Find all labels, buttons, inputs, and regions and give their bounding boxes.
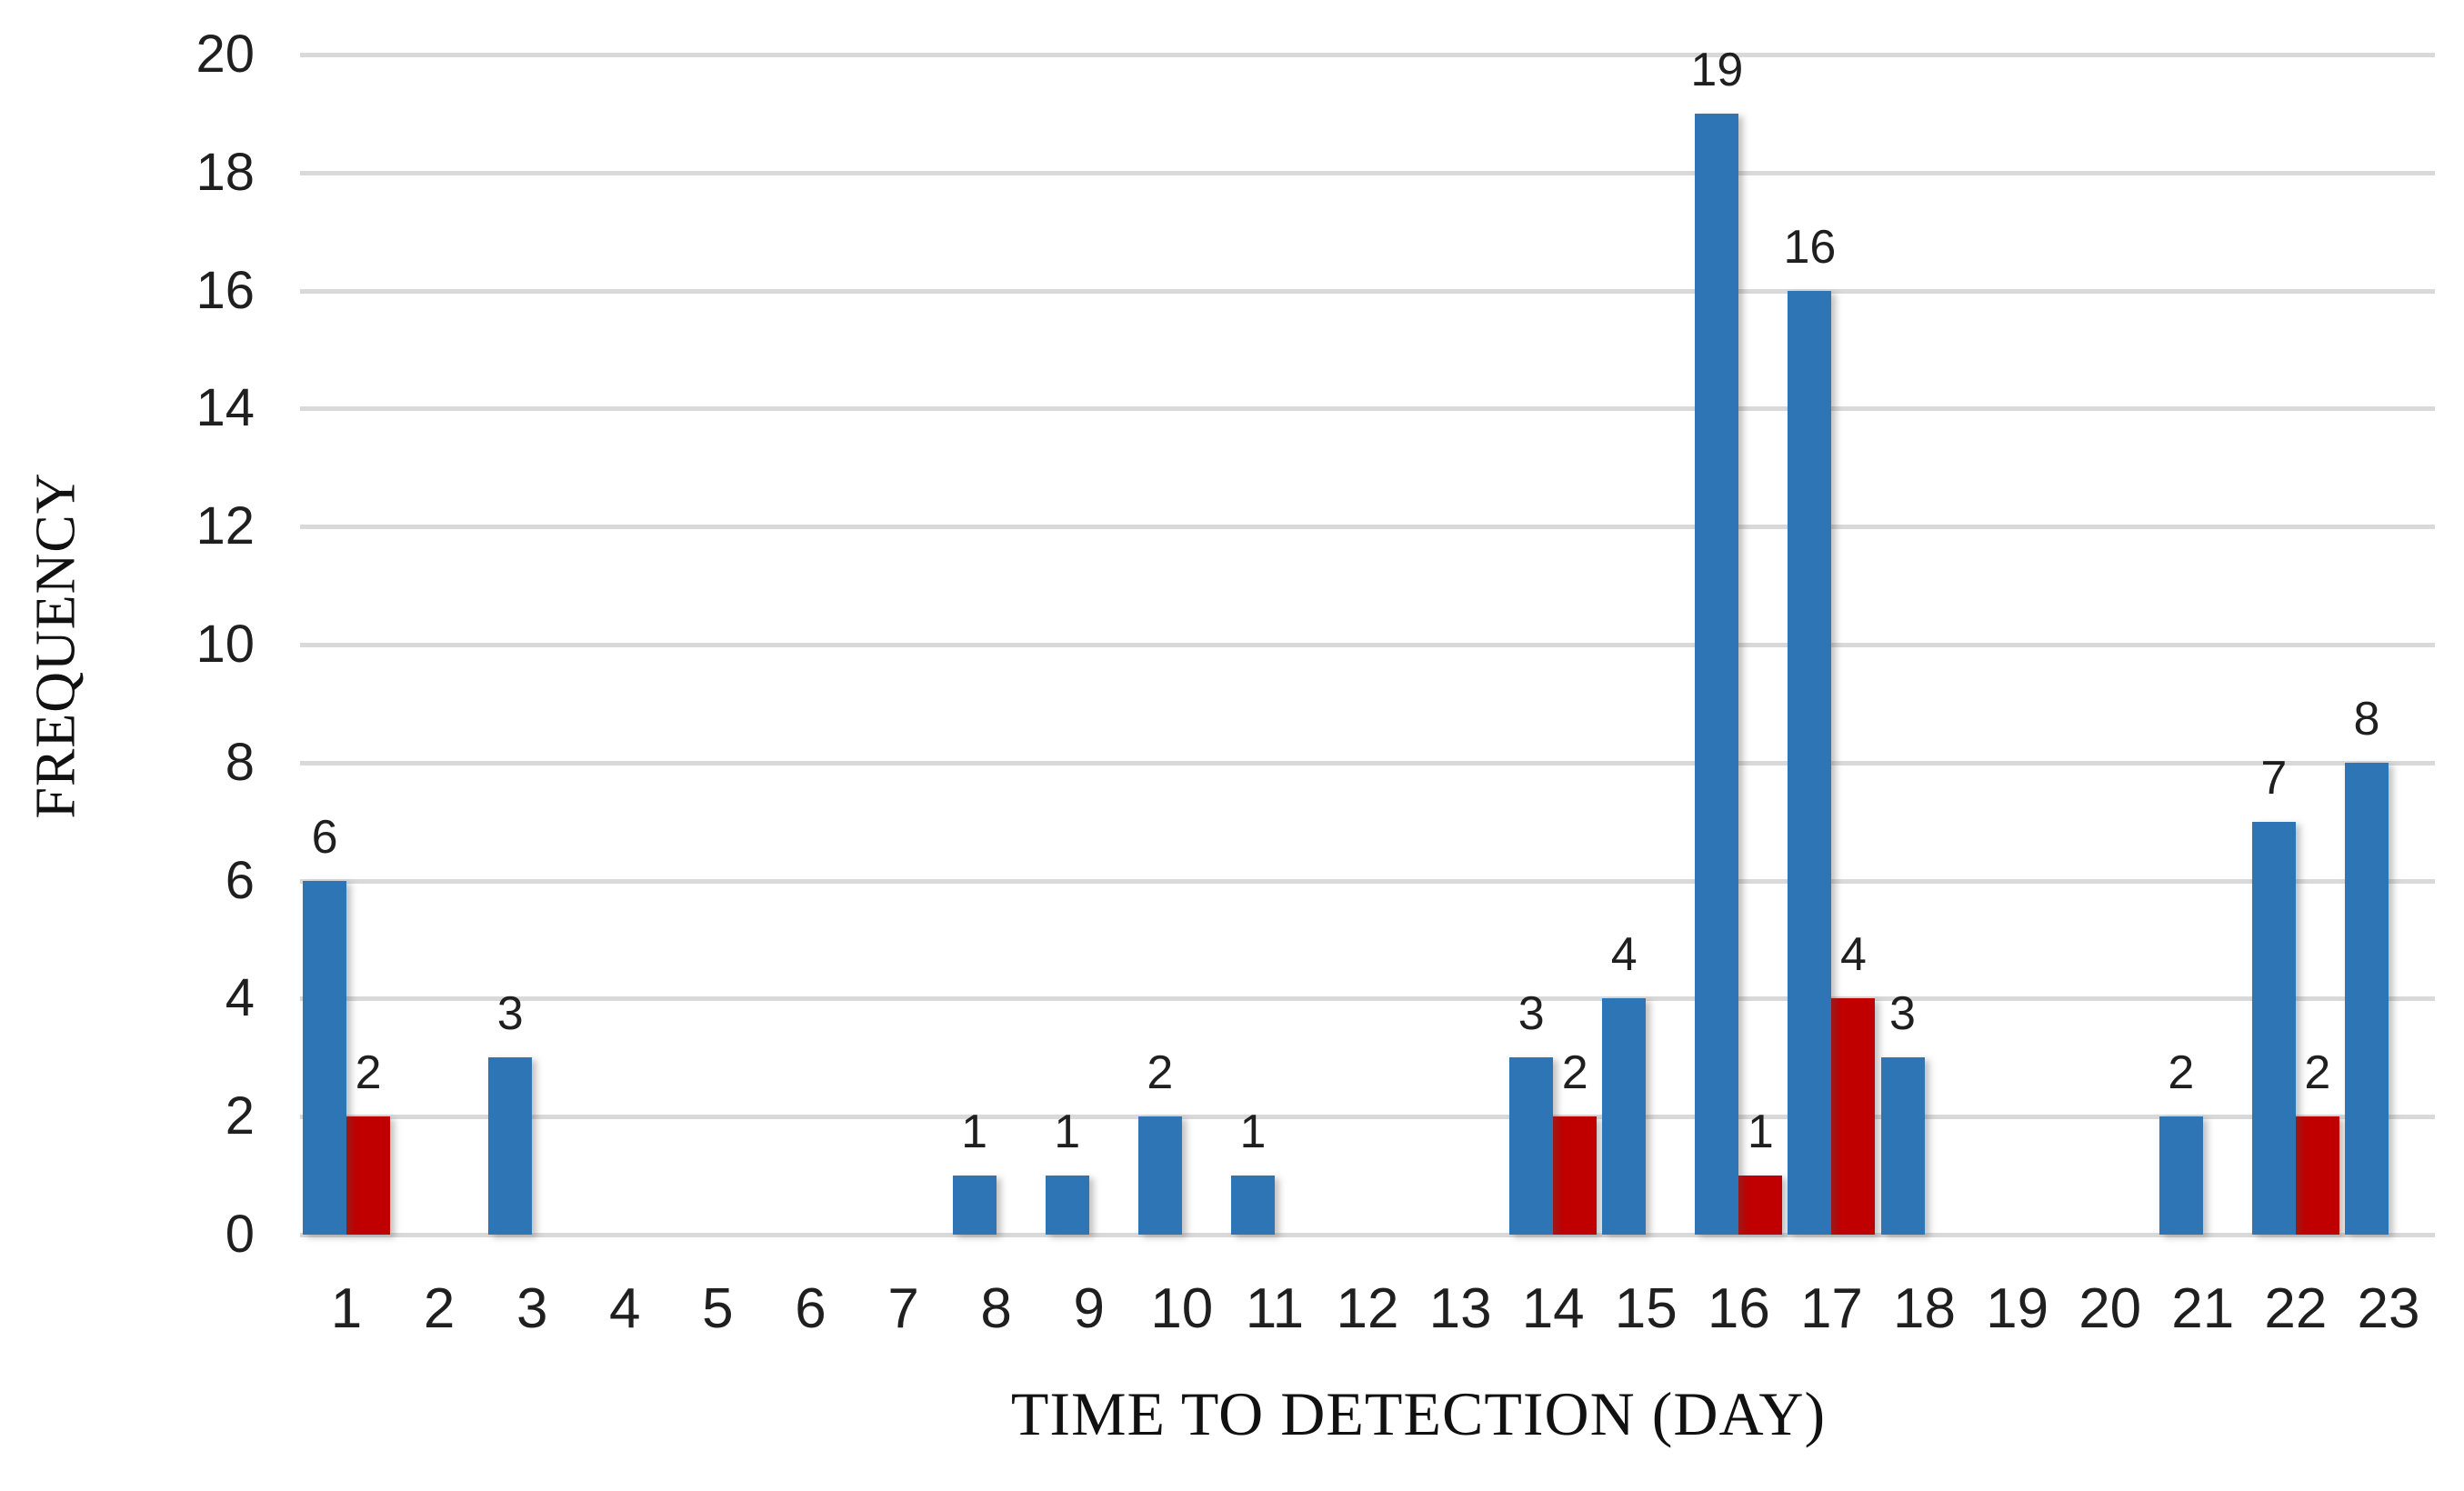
x-tick-label: 9 [1073, 1277, 1105, 1340]
bar-blue-day-8 [952, 1176, 997, 1235]
bar-red-day-16 [1738, 1176, 1783, 1235]
data-label: 2 [2304, 1046, 2331, 1100]
gridline [300, 878, 2435, 884]
bar-red-day-22 [2295, 1116, 2339, 1235]
x-tick-label: 10 [1150, 1277, 1214, 1340]
y-tick-label: 10 [195, 615, 255, 674]
bar-blue-day-18 [1880, 1057, 1925, 1235]
y-tick-label: 6 [225, 850, 255, 910]
x-tick-label: 21 [2171, 1277, 2235, 1340]
gridline [300, 406, 2435, 412]
x-tick-label: 16 [1707, 1277, 1770, 1340]
y-tick-label: 4 [225, 968, 255, 1028]
data-label: 2 [2168, 1046, 2195, 1100]
gridline [300, 288, 2435, 294]
x-tick-label: 14 [1521, 1277, 1585, 1340]
x-tick-label: 4 [609, 1277, 641, 1340]
data-label: 7 [2260, 751, 2288, 805]
data-label: 2 [1147, 1046, 1174, 1100]
x-tick-label: 7 [887, 1277, 919, 1340]
gridline [300, 760, 2435, 766]
data-label: 19 [1690, 43, 1744, 96]
gridline [300, 643, 2435, 647]
bar-blue-day-1 [303, 880, 347, 1235]
gridline [300, 525, 2435, 530]
data-label: 3 [1517, 987, 1545, 1041]
bar-red-day-1 [346, 1116, 391, 1235]
data-label: 8 [2353, 692, 2380, 746]
x-tick-label: 3 [516, 1277, 548, 1340]
bar-red-day-17 [1831, 998, 1876, 1235]
bar-blue-day-10 [1137, 1116, 1182, 1235]
bar-blue-day-11 [1230, 1176, 1275, 1235]
y-tick-label: 16 [195, 260, 255, 320]
gridline [300, 170, 2435, 175]
x-tick-label: 11 [1245, 1277, 1305, 1340]
gridline [300, 1233, 2435, 1237]
data-label: 1 [1747, 1106, 1774, 1159]
x-tick-label: 20 [2078, 1277, 2142, 1340]
bar-blue-day-9 [1045, 1176, 1089, 1235]
gridline [300, 53, 2435, 57]
x-tick-label: 17 [1799, 1277, 1863, 1340]
data-label: 1 [961, 1106, 988, 1159]
data-label: 16 [1783, 220, 1837, 274]
data-label: 4 [1610, 928, 1638, 982]
y-tick-label: 0 [225, 1205, 255, 1264]
x-tick-label: 15 [1614, 1277, 1678, 1340]
x-tick-label: 18 [1893, 1277, 1956, 1340]
x-tick-label: 1 [330, 1277, 363, 1340]
data-label: 2 [355, 1046, 382, 1100]
bar-blue-day-3 [488, 1057, 533, 1235]
data-label: 2 [1561, 1046, 1588, 1100]
data-label: 1 [1239, 1106, 1267, 1159]
bar-blue-day-22 [2251, 821, 2296, 1235]
x-tick-label: 19 [1986, 1277, 2049, 1340]
x-tick-label: 8 [980, 1277, 1012, 1340]
y-tick-label: 2 [225, 1086, 255, 1146]
bar-blue-day-16 [1695, 113, 1739, 1235]
bar-blue-day-23 [2344, 762, 2389, 1235]
x-axis-title: TIME TO DETECTION (DAY) [1010, 1379, 1827, 1448]
bar-blue-day-15 [1602, 998, 1647, 1235]
x-tick-label: 13 [1428, 1277, 1492, 1340]
x-tick-label: 5 [702, 1277, 734, 1340]
x-tick-label: 12 [1336, 1277, 1399, 1340]
data-label: 6 [311, 810, 338, 864]
data-label: 3 [496, 987, 524, 1041]
x-tick-label: 2 [423, 1277, 456, 1340]
bar-blue-day-17 [1788, 290, 1832, 1235]
gridline [300, 1115, 2435, 1120]
bar-blue-day-21 [2159, 1116, 2203, 1235]
y-tick-label: 18 [195, 142, 255, 202]
data-label: 4 [1839, 928, 1867, 982]
data-label: 3 [1889, 987, 1916, 1041]
y-tick-label: 12 [195, 496, 255, 556]
x-tick-label: 22 [2264, 1277, 2328, 1340]
x-tick-label: 6 [795, 1277, 826, 1340]
y-tick-label: 20 [195, 25, 255, 84]
data-label: 1 [1054, 1106, 1081, 1159]
bar-blue-day-14 [1509, 1057, 1554, 1235]
y-tick-label: 8 [225, 732, 255, 792]
bar-red-day-14 [1553, 1116, 1598, 1235]
gridline [300, 996, 2435, 1002]
y-tick-label: 14 [195, 378, 255, 438]
x-tick-label: 23 [2357, 1277, 2420, 1340]
